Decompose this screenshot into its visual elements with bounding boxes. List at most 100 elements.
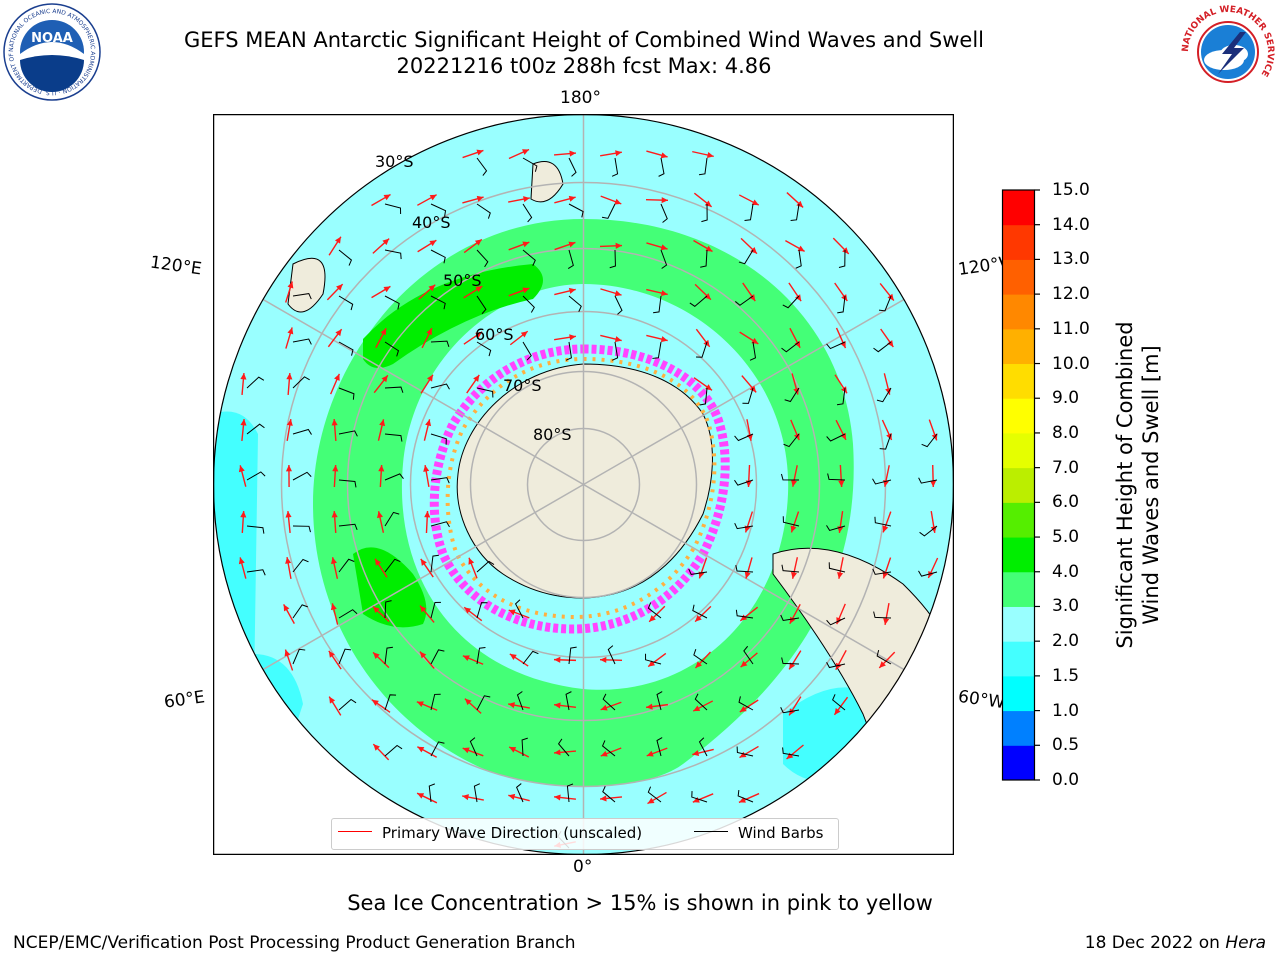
- wave-direction-arrowhead: [841, 294, 848, 302]
- wind-barb: [430, 383, 450, 390]
- wave-direction-arrowhead: [331, 511, 338, 518]
- wave-direction-arrowhead: [739, 751, 747, 758]
- wave-direction-arrowhead: [568, 241, 576, 248]
- colorbar-tick-marks: [1034, 189, 1040, 781]
- wind-barb: [476, 157, 488, 176]
- wind-barb: [292, 604, 308, 619]
- wave-direction-arrowhead: [240, 419, 247, 426]
- wind-barb: [607, 645, 616, 665]
- colorbar-block: [1002, 259, 1035, 295]
- wave-direction-arrowhead: [373, 744, 380, 751]
- wave-direction-arrowhead: [791, 479, 798, 487]
- wind-barb: [384, 600, 392, 619]
- lon-label-60e: 60°E: [162, 687, 207, 713]
- wave-direction-arrowhead: [797, 245, 805, 252]
- wind-barb: [611, 341, 619, 361]
- wind-barb: [476, 602, 488, 619]
- wind-barb: [384, 473, 404, 481]
- wave-direction-arrowhead: [379, 419, 386, 427]
- wind-barb: [918, 570, 938, 577]
- wave-direction-arrowhead: [285, 511, 292, 518]
- meridian-60e-120w: [213, 269, 954, 700]
- wind-barb: [292, 525, 311, 533]
- wind-barb: [873, 611, 892, 619]
- wave-direction-arrowhead: [332, 465, 339, 472]
- wind-barb: [568, 295, 582, 312]
- wind-barb: [338, 387, 355, 400]
- wave-direction-arrowhead: [879, 661, 886, 668]
- colorbar-block: [1002, 571, 1035, 607]
- wind-barb: [522, 650, 539, 665]
- colorbar-block: [1002, 502, 1035, 538]
- wind-barb: [656, 691, 663, 711]
- wave-direction-arrowhead: [695, 661, 703, 669]
- wind-barb: [246, 423, 265, 435]
- wind-barb: [689, 295, 708, 307]
- lat-label-40s: 40°S: [412, 213, 451, 232]
- wave-direction-arrowhead: [476, 195, 484, 202]
- wave-direction-arrowhead: [882, 525, 889, 533]
- wave-direction-arrowhead: [749, 294, 756, 302]
- wind-barb: [338, 295, 354, 311]
- wind-barb: [602, 693, 616, 711]
- wave-direction-arrowhead: [840, 386, 847, 394]
- wind-barb: [565, 691, 572, 711]
- wave-direction-arrowhead: [614, 290, 622, 297]
- colorbar-block: [1002, 363, 1035, 399]
- wind-barb: [292, 471, 312, 481]
- colorbar-tick-label: 12.0: [1052, 284, 1090, 305]
- wave-direction-arrowhead: [569, 150, 576, 157]
- wind-barb: [876, 387, 892, 403]
- wave-direction-arrowhead: [789, 616, 796, 624]
- wind-barb: [568, 157, 577, 177]
- wave-direction-arrowhead: [509, 653, 517, 660]
- wind-barb: [656, 737, 663, 757]
- wind-barb: [521, 737, 528, 757]
- wind-barb: [826, 525, 846, 532]
- date-text: 18 Dec 2022 on: [1084, 933, 1220, 953]
- wind-barb: [384, 295, 400, 310]
- colorbar-block: [1002, 606, 1035, 642]
- wind-barb: [782, 516, 800, 527]
- wave-direction-arrowhead: [649, 615, 656, 622]
- wind-barb: [568, 646, 577, 665]
- lat-label-80s: 80°S: [533, 425, 572, 444]
- wave-direction-arrowhead: [378, 465, 385, 472]
- wave-direction-arrowhead: [796, 200, 804, 208]
- wind-barb: [338, 698, 357, 711]
- wave-direction-arrowhead: [660, 336, 668, 343]
- lat-label-60s: 60°S: [475, 325, 514, 344]
- wind-barb: [384, 433, 403, 442]
- wave-direction-arrowhead: [508, 702, 515, 709]
- wave-direction-arrowhead: [329, 696, 336, 704]
- wind-barb: [384, 694, 397, 711]
- wave-direction-arrowhead: [738, 797, 746, 803]
- wind-barb: [738, 249, 754, 265]
- colorbar-block: [1002, 398, 1035, 434]
- wind-barb: [601, 203, 616, 219]
- wind-barb: [338, 648, 352, 665]
- wave-direction-arrowhead: [693, 705, 701, 712]
- colorbar-block: [1002, 328, 1035, 365]
- wave-direction-arrowhead: [568, 195, 576, 202]
- wind-barb: [647, 786, 662, 803]
- wind-barb: [566, 783, 574, 803]
- wind-barb: [836, 387, 846, 406]
- wind-barb: [660, 249, 668, 269]
- wave-direction-arrowhead: [464, 607, 472, 614]
- wind-barb: [653, 295, 662, 314]
- wave-direction-arrowhead: [428, 284, 436, 292]
- wave-direction-arrowhead: [474, 239, 482, 246]
- wind-barb: [749, 341, 757, 361]
- wave-direction-arrowhead: [328, 650, 335, 658]
- wave-direction-arrowhead: [646, 703, 653, 710]
- wave-direction-arrowhead: [508, 793, 516, 800]
- wind-barb: [430, 203, 447, 217]
- wave-direction-arrowhead: [473, 374, 480, 382]
- wave-direction-arrowhead: [692, 750, 700, 757]
- wind-barb: [696, 341, 708, 358]
- wave-direction-arrowhead: [419, 651, 427, 659]
- map-disc: [213, 114, 954, 855]
- wind-barb: [781, 341, 800, 353]
- wind-barb: [781, 657, 800, 665]
